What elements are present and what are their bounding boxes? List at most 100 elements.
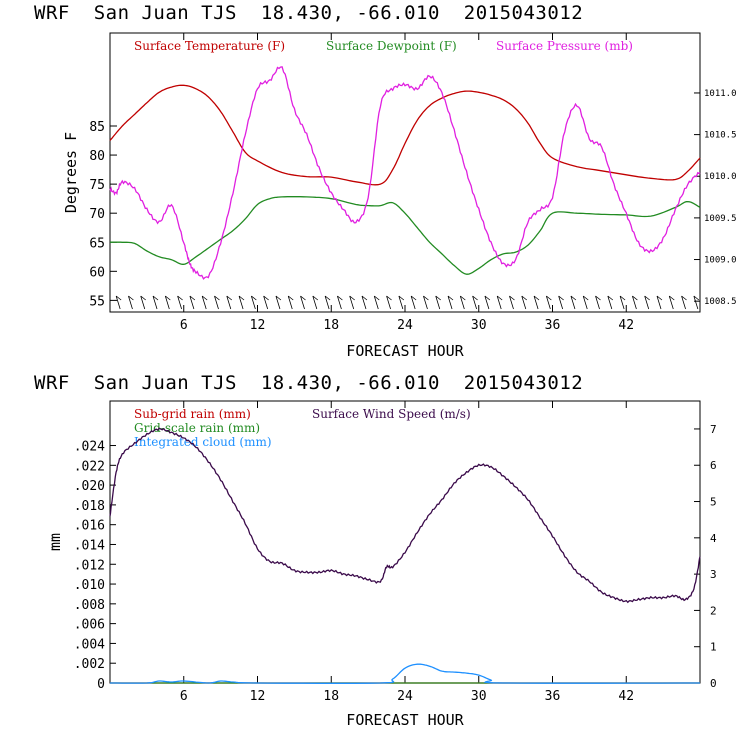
top-y-tick-label: 60: [89, 265, 105, 280]
bottom-x-tick-label: 6: [180, 689, 188, 704]
top-x-tick-label: 24: [397, 318, 413, 333]
wind-barb: [423, 295, 429, 310]
bottom-y-tick-label: .024: [74, 440, 105, 455]
wind-barb: [312, 295, 319, 310]
wind-barb: [164, 295, 171, 310]
top-x-tick-label: 6: [180, 318, 188, 333]
integrated-cloud-line: [110, 663, 700, 684]
top-y2-tick-label: 1010.5: [704, 131, 737, 141]
bottom-y2-tick-label: 4: [710, 532, 717, 545]
wind-barbs: [115, 295, 700, 310]
bottom-y-tick-label: .002: [74, 657, 105, 672]
top-legend-entry: Surface Pressure (mb): [496, 39, 633, 53]
top-y-tick-label: 55: [89, 294, 105, 309]
top-y2-tick-label: 1008.5: [704, 297, 737, 307]
top-x-tick-label: 36: [545, 318, 561, 333]
wind-barb: [115, 295, 122, 310]
top-x-tick-label: 30: [471, 318, 487, 333]
wind-barb: [386, 295, 392, 310]
wind-barb: [398, 295, 405, 310]
top-legend-entry: Surface Dewpoint (F): [326, 39, 457, 53]
wind-barb: [177, 295, 183, 310]
wind-barb: [324, 295, 331, 310]
wind-barb: [656, 295, 663, 310]
wind-barb: [521, 295, 528, 310]
bottom-chart: 6 12 18 24 30 36 420.002.004.006.008.010.012.0…: [46, 400, 717, 729]
top-y-tick-label: 80: [89, 149, 105, 164]
wind-barb: [668, 295, 675, 310]
wind-barb: [337, 295, 343, 310]
wind-barb: [152, 295, 159, 310]
wind-barb: [349, 295, 355, 310]
bottom-y2-tick-label: 6: [710, 459, 717, 472]
top-y-axis-title: Degrees F: [62, 132, 80, 213]
top-chart-title: WRF San Juan TJS 18.430, -66.010 2015043…: [34, 2, 584, 24]
top-y-tick-label: 70: [89, 207, 105, 222]
bottom-y-axis-title: mm: [46, 533, 64, 551]
wind-barb: [459, 295, 466, 310]
wind-barb: [447, 295, 454, 310]
wind-barb: [582, 295, 589, 310]
bottom-y-tick-label: 0: [97, 677, 105, 692]
bottom-y2-tick-label: 1: [710, 641, 717, 654]
wind-barb: [435, 295, 441, 310]
bottom-x-tick-label: 12: [250, 689, 266, 704]
bottom-y2-tick-label: 2: [710, 604, 717, 617]
top-y2-tick-label: 1010.0: [704, 172, 737, 182]
top-y-tick-label: 65: [89, 236, 105, 251]
wind-barb: [300, 295, 306, 310]
bottom-x-tick-label: 42: [618, 689, 634, 704]
wind-barb: [496, 295, 503, 310]
top-y2-tick-label: 1009.0: [704, 256, 737, 266]
top-y-tick-label: 75: [89, 178, 105, 193]
wind-barb: [250, 295, 257, 310]
bottom-y-tick-label: .016: [74, 519, 105, 534]
wind-barb: [595, 295, 601, 310]
wind-barb: [644, 295, 650, 310]
wind-barb: [472, 295, 478, 310]
top-x-axis-title: FORECAST HOUR: [346, 342, 464, 360]
wind-barb: [619, 295, 626, 310]
bottom-y-tick-label: .020: [74, 479, 105, 494]
wind-barb: [201, 295, 208, 310]
bottom-x-tick-label: 30: [471, 689, 487, 704]
bottom-legend-entry: Surface Wind Speed (m/s): [312, 407, 471, 421]
top-y-tick-label: 85: [89, 120, 105, 135]
dewpoint-line: [109, 196, 701, 275]
bottom-legend-entry: Integrated cloud (mm): [134, 435, 272, 449]
bottom-y2-tick-label: 0: [710, 677, 717, 690]
bottom-y-tick-label: .006: [74, 618, 105, 633]
wind-barb: [681, 295, 687, 310]
wind-barb: [632, 295, 638, 310]
bottom-y-tick-label: .012: [74, 558, 105, 573]
bottom-x-axis-title: FORECAST HOUR: [346, 711, 464, 729]
wind-barb: [189, 295, 196, 310]
bottom-legend-entry: Sub-grid rain (mm): [134, 407, 251, 421]
top-chart: 6 12 18 24 30 36 42 55 60 65 70 75 80 85 1008.5 1009.0 1…: [62, 32, 737, 360]
wind-barb: [509, 295, 515, 310]
wind-barb: [373, 295, 380, 310]
top-y2-tick-label: 1009.5: [704, 214, 737, 224]
bottom-y-tick-label: .010: [74, 578, 105, 593]
top-x-tick-label: 18: [323, 318, 339, 333]
wind-barb: [570, 295, 577, 310]
bottom-legend-entry: Grid-scale rain (mm): [134, 421, 260, 435]
pressure-line: [109, 66, 701, 280]
bottom-y2-tick-label: 7: [710, 423, 717, 436]
bottom-x-tick-label: 18: [323, 689, 339, 704]
bottom-y2-tick-label: 3: [710, 568, 717, 581]
wind-barb: [533, 295, 540, 310]
wind-speed-line: [109, 427, 701, 604]
bottom-y-tick-label: .004: [74, 637, 105, 652]
top-x-tick-label: 12: [250, 318, 266, 333]
top-legend-entry: Surface Temperature (F): [134, 39, 285, 53]
wind-barb: [484, 295, 491, 310]
wind-barb: [263, 295, 269, 310]
wind-barb: [558, 295, 564, 310]
wind-barb: [214, 295, 220, 310]
wind-barb: [140, 295, 146, 310]
top-y2-tick-label: 1011.0: [704, 89, 737, 99]
wind-barb: [361, 295, 368, 310]
bottom-y-tick-label: .008: [74, 598, 105, 613]
